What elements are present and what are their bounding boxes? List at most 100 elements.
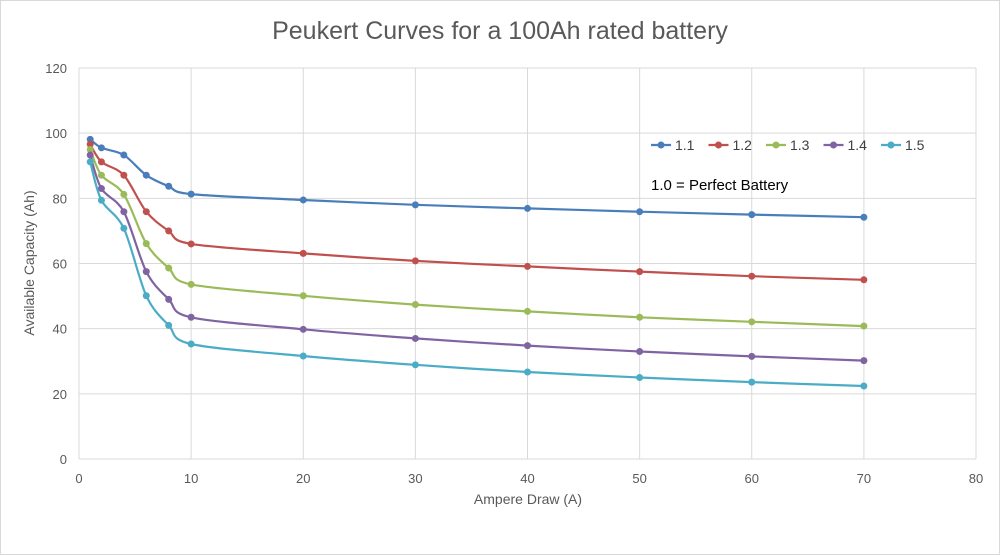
data-point bbox=[860, 357, 868, 365]
data-point bbox=[187, 280, 195, 288]
legend-item-1.4[interactable]: 1.4 bbox=[823, 137, 868, 153]
data-point bbox=[86, 145, 94, 153]
series-1.2 bbox=[86, 140, 868, 284]
data-point bbox=[524, 368, 531, 376]
series-1.5 bbox=[86, 158, 868, 390]
data-point bbox=[411, 334, 419, 342]
data-point bbox=[165, 227, 173, 235]
legend-label: 1.1 bbox=[675, 137, 695, 153]
data-point bbox=[299, 325, 307, 333]
series-1.3 bbox=[86, 145, 868, 330]
y-tick-label: 80 bbox=[53, 191, 67, 206]
legend-swatch-marker bbox=[830, 141, 837, 149]
data-point bbox=[299, 292, 307, 300]
y-tick-label: 0 bbox=[60, 452, 67, 467]
x-tick-label: 40 bbox=[520, 471, 534, 486]
y-tick-label: 120 bbox=[45, 61, 67, 76]
x-tick-label: 60 bbox=[745, 471, 759, 486]
y-tick-label: 40 bbox=[53, 322, 67, 337]
legend-swatch-marker bbox=[715, 141, 722, 149]
data-point bbox=[636, 208, 644, 216]
legend-item-1.1[interactable]: 1.1 bbox=[651, 137, 695, 153]
y-tick-label: 20 bbox=[53, 387, 67, 402]
data-point bbox=[120, 224, 128, 232]
series-line-1.3 bbox=[89, 149, 864, 328]
data-point bbox=[524, 262, 531, 270]
data-point bbox=[748, 318, 756, 326]
data-point bbox=[748, 378, 756, 386]
data-point bbox=[97, 144, 105, 152]
data-point bbox=[86, 135, 94, 143]
gridlines bbox=[78, 67, 977, 460]
series-line-1.2 bbox=[89, 143, 864, 281]
y-axis-title: Available Capacity (Ah) bbox=[21, 190, 37, 335]
annotation-perfect-battery: 1.0 = Perfect Battery bbox=[651, 177, 789, 194]
legend[interactable]: 1.1 1.2 1.3 1.4 1.5 bbox=[651, 137, 925, 153]
y-tick-label: 60 bbox=[53, 257, 67, 272]
legend-label: 1.4 bbox=[848, 137, 868, 153]
legend-swatch-marker bbox=[772, 141, 780, 149]
data-point bbox=[860, 382, 868, 390]
data-point bbox=[636, 347, 644, 355]
data-point bbox=[120, 208, 128, 216]
series-1.4 bbox=[86, 151, 868, 365]
data-point bbox=[142, 292, 150, 300]
data-point bbox=[97, 196, 105, 204]
legend-swatch-marker bbox=[887, 141, 895, 149]
data-point bbox=[97, 158, 105, 166]
data-point bbox=[636, 313, 644, 321]
chart-title: Peukert Curves for a 100Ah rated battery bbox=[272, 17, 728, 45]
x-tick-label: 50 bbox=[632, 471, 646, 486]
data-point bbox=[120, 171, 128, 179]
data-point bbox=[120, 190, 128, 198]
series-group bbox=[86, 135, 868, 390]
data-point bbox=[86, 140, 94, 148]
data-point bbox=[636, 268, 644, 276]
legend-label: 1.2 bbox=[733, 137, 753, 153]
x-tick-label: 30 bbox=[408, 471, 422, 486]
data-point bbox=[860, 322, 868, 330]
data-point bbox=[411, 361, 419, 369]
data-point bbox=[748, 352, 756, 360]
legend-item-1.3[interactable]: 1.3 bbox=[766, 137, 810, 153]
data-point bbox=[165, 182, 173, 190]
data-point bbox=[411, 201, 419, 209]
data-point bbox=[411, 301, 419, 309]
data-point bbox=[142, 268, 150, 276]
legend-item-1.2[interactable]: 1.2 bbox=[708, 137, 753, 153]
data-point bbox=[142, 208, 150, 216]
data-point bbox=[299, 196, 307, 204]
data-point bbox=[299, 352, 307, 360]
data-point bbox=[120, 151, 128, 159]
legend-item-1.5[interactable]: 1.5 bbox=[881, 137, 925, 153]
data-point bbox=[299, 249, 307, 257]
data-point bbox=[524, 342, 531, 350]
x-tick-label: 10 bbox=[184, 471, 198, 486]
x-tick-label: 0 bbox=[75, 471, 82, 486]
data-point bbox=[860, 276, 868, 284]
data-point bbox=[524, 307, 531, 315]
data-point bbox=[187, 313, 195, 321]
x-axis-title: Ampere Draw (A) bbox=[474, 491, 582, 507]
legend-label: 1.5 bbox=[905, 137, 925, 153]
y-axis-ticks: 0 20 40 60 80 100 120 bbox=[45, 61, 67, 467]
data-point bbox=[187, 340, 195, 348]
x-tick-label: 20 bbox=[296, 471, 310, 486]
data-point bbox=[142, 240, 150, 248]
data-point bbox=[748, 272, 756, 280]
data-point bbox=[165, 264, 173, 272]
data-point bbox=[86, 158, 94, 166]
data-point bbox=[748, 211, 756, 219]
data-point bbox=[636, 374, 644, 382]
x-tick-label: 70 bbox=[857, 471, 871, 486]
legend-swatch-marker bbox=[657, 141, 665, 149]
series-1.1 bbox=[86, 135, 868, 221]
data-point bbox=[524, 204, 531, 212]
data-point bbox=[187, 240, 195, 248]
data-point bbox=[411, 257, 419, 265]
x-axis-ticks: 0 10 20 30 40 50 60 70 80 bbox=[75, 471, 983, 486]
legend-label: 1.3 bbox=[790, 137, 810, 153]
data-point bbox=[860, 213, 868, 221]
